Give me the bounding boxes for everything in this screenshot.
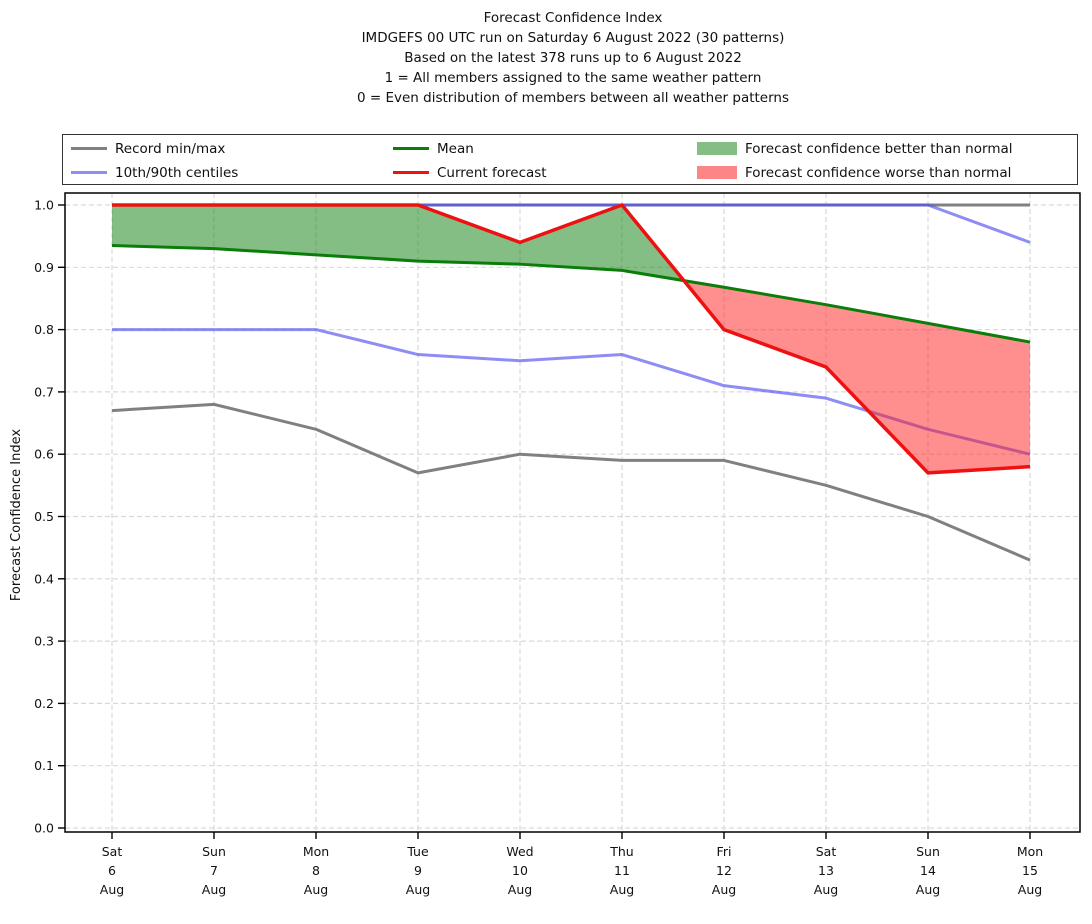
x-tick-label: 10 (512, 863, 528, 878)
mean-line-swatch (393, 146, 429, 151)
legend-item-better-than-normal: Forecast confidence better than normal (697, 138, 1013, 159)
x-tick-label: Aug (508, 882, 532, 897)
y-tick-label: 1.0 (34, 198, 54, 213)
x-tick-label: Aug (100, 882, 124, 897)
legend-column-2: Mean Current forecast (393, 135, 547, 184)
mean-line (111, 243, 1031, 344)
x-tick-label: Mon (303, 844, 329, 859)
legend-label: Record min/max (115, 140, 226, 157)
x-tick-label: 8 (312, 863, 320, 878)
x-tick-label: Sun (202, 844, 226, 859)
better-than-normal-patch-swatch (697, 142, 737, 155)
x-tick-label: Sat (816, 844, 837, 859)
plot-border (64, 192, 1081, 833)
title-line-3: Based on the latest 378 runs up to 6 Aug… (404, 50, 742, 66)
y-tick-label: 0.1 (34, 758, 54, 773)
x-tick-label: 14 (920, 863, 936, 878)
x-tick-label: Fri (717, 844, 732, 859)
y-tick-label: 0.8 (34, 322, 54, 337)
y-tick-label: 0.7 (34, 384, 54, 399)
record-minmax-line-swatch (71, 146, 107, 151)
chart-title: Forecast Confidence Index IMDGEFS 00 UTC… (63, 8, 1083, 108)
y-tick-label: 0.2 (34, 696, 54, 711)
better-than-normal-fill (112, 205, 684, 281)
legend-label: Mean (437, 140, 474, 157)
x-tick-label: 7 (210, 863, 218, 878)
legend-column-1: Record min/max 10th/90th centiles (71, 135, 238, 184)
axis-ticks: 1.0 0.9 0.8 0.7 0.6 0.5 0.4 0.3 0.2 0.1 0.0 Sat 6 Aug… (34, 198, 1043, 898)
legend-label: 10th/90th centiles (115, 164, 239, 181)
worse-than-normal-patch-swatch (697, 166, 737, 179)
legend-label: Forecast confidence worse than normal (745, 164, 1012, 181)
x-tick-label: Mon (1017, 844, 1043, 859)
x-tick-label: 9 (414, 863, 422, 878)
legend-item-current-forecast: Current forecast (393, 162, 547, 183)
confidence-fill-regions (112, 205, 1030, 473)
legend-item-mean: Mean (393, 138, 547, 159)
x-tick-label: Tue (406, 844, 429, 859)
x-tick-label: Aug (1018, 882, 1042, 897)
x-tick-label: 15 (1022, 863, 1038, 878)
legend-item-worse-than-normal: Forecast confidence worse than normal (697, 162, 1013, 183)
legend-label: Current forecast (437, 164, 547, 181)
x-tick-label: Thu (609, 844, 633, 859)
x-tick-label: 13 (818, 863, 834, 878)
x-tick-label: Sat (102, 844, 123, 859)
x-tick-label: Sun (916, 844, 940, 859)
x-tick-label: Aug (916, 882, 940, 897)
y-tick-label: 0.4 (34, 571, 54, 586)
current-forecast-line-swatch (393, 170, 429, 175)
x-tick-label: 11 (614, 863, 630, 878)
y-tick-label: 0.0 (34, 821, 54, 836)
x-tick-label: Aug (406, 882, 430, 897)
x-tick-label: 12 (716, 863, 732, 878)
title-line-5: 0 = Even distribution of members between… (356, 90, 790, 106)
y-tick-label: 0.6 (34, 447, 54, 462)
x-tick-label: Aug (814, 882, 838, 897)
legend-label: Forecast confidence better than normal (745, 140, 1013, 157)
y-axis-label: Forecast Confidence Index (9, 429, 24, 601)
x-tick-label: Wed (506, 844, 533, 859)
y-tick-label: 0.3 (34, 634, 54, 649)
legend-item-record-minmax: Record min/max (71, 138, 238, 159)
y-tick-label: 0.9 (34, 260, 54, 275)
x-tick-label: 6 (108, 863, 116, 878)
x-tick-label: Aug (304, 882, 328, 897)
gridlines (65, 193, 1080, 832)
worse-than-normal-fill (683, 280, 1030, 473)
centiles-line-swatch (71, 170, 107, 175)
x-tick-label: Aug (712, 882, 736, 897)
y-tick-label: 0.5 (34, 509, 54, 524)
title-line-4: 1 = All members assigned to the same wea… (384, 70, 762, 86)
title-line-1: Forecast Confidence Index (483, 10, 663, 26)
current-forecast-line (112, 203, 1031, 475)
x-tick-label: Aug (610, 882, 634, 897)
title-line-2: IMDGEFS 00 UTC run on Saturday 6 August … (361, 30, 785, 46)
x-tick-label: Aug (202, 882, 226, 897)
legend: Record min/max 10th/90th centiles Mean C… (62, 134, 1078, 185)
legend-item-centiles: 10th/90th centiles (71, 162, 238, 183)
legend-column-3: Forecast confidence better than normal F… (697, 135, 1013, 184)
